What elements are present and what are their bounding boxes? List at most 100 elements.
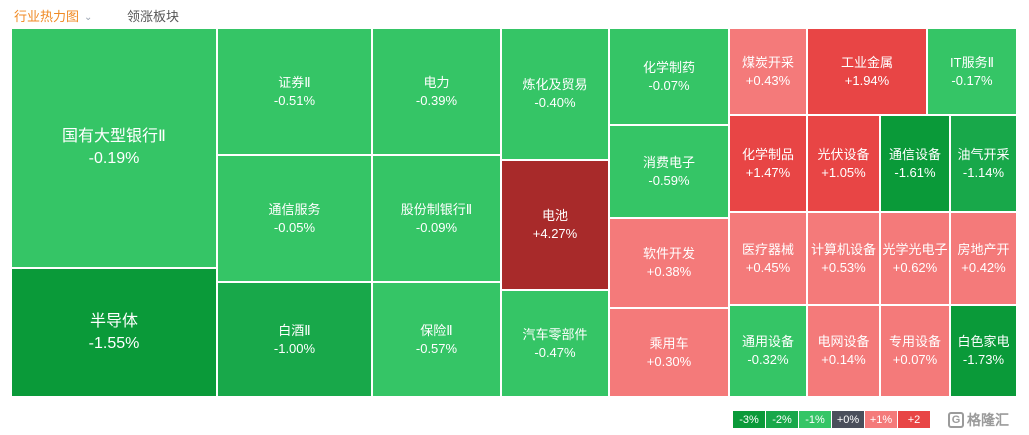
sector-tile[interactable]: 保险Ⅱ -0.57% (372, 282, 501, 397)
sector-name: 白色家电 (957, 334, 1010, 349)
chevron-down-icon[interactable]: ⌄ (84, 12, 93, 23)
legend-swatch: +0% (832, 411, 864, 428)
sector-tile[interactable]: 汽车零部件 -0.47% (501, 290, 609, 397)
sector-change: +1.05% (821, 164, 866, 180)
sector-name: IT服务Ⅱ (950, 54, 994, 70)
sector-change: -0.07% (648, 77, 690, 93)
sector-tile[interactable]: 房地产开 +0.42% (950, 212, 1017, 305)
sector-name: 消费电子 (642, 154, 695, 170)
sector-name: 股份制银行Ⅱ (400, 201, 473, 217)
sector-change: +0.14% (821, 352, 866, 367)
sector-change: -0.05% (273, 219, 316, 235)
logo-text: 格隆汇 (967, 412, 1009, 428)
legend-swatch: -1% (799, 411, 831, 428)
sector-change: -0.32% (747, 352, 789, 367)
sector-tile[interactable]: 消费电子 -0.59% (609, 125, 729, 218)
sector-tile[interactable]: 光伏设备 +1.05% (807, 115, 880, 212)
sector-tile[interactable]: 油气开采 -1.14% (950, 115, 1017, 212)
legend-swatch: -2% (766, 411, 798, 428)
sector-tile[interactable]: 白酒Ⅱ -1.00% (217, 282, 372, 397)
sector-change: -0.57% (415, 340, 458, 356)
sector-tile[interactable]: 化学制品 +1.47% (729, 115, 807, 212)
sector-change: -0.39% (415, 92, 458, 108)
sector-name: 电池 (541, 208, 568, 223)
tab-bar: 行业热力图 ⌄ 领涨板块 (0, 0, 1029, 28)
sector-change: -0.40% (534, 95, 576, 110)
sector-tile[interactable]: 炼化及贸易 -0.40% (501, 28, 609, 160)
sector-name: 专用设备 (888, 334, 941, 349)
sector-tile[interactable]: 国有大型银行Ⅱ -0.19% (11, 28, 217, 268)
sector-tile[interactable]: 证券Ⅱ -0.51% (217, 28, 372, 155)
sector-name: 化学制品 (741, 146, 794, 162)
sector-tile[interactable]: 工业金属 +1.94% (807, 28, 927, 115)
sector-tile[interactable]: IT服务Ⅱ -0.17% (927, 28, 1017, 115)
sector-name: 软件开发 (642, 246, 695, 261)
sector-change: +1.47% (745, 164, 791, 180)
sector-name: 油气开采 (957, 146, 1010, 162)
sector-change: +4.27% (532, 226, 578, 241)
sector-tile[interactable]: 煤炭开采 +0.43% (729, 28, 807, 115)
sector-name: 乘用车 (649, 335, 689, 351)
sector-change: -1.61% (894, 164, 936, 180)
sector-tile[interactable]: 电池 +4.27% (501, 160, 609, 290)
sector-tile[interactable]: 光学光电子 +0.62% (880, 212, 950, 305)
sector-change: -0.47% (534, 344, 576, 360)
sector-name: 化学制药 (642, 59, 695, 75)
sector-name: 光学光电子 (882, 241, 948, 257)
sector-tile[interactable]: 白色家电 -1.73% (950, 305, 1017, 397)
sector-name: 通用设备 (741, 334, 794, 349)
sector-change: +0.53% (821, 259, 866, 275)
sector-tile[interactable]: 半导体 -1.55% (11, 268, 217, 397)
sector-name: 炼化及贸易 (522, 77, 588, 92)
tab-leading-sectors-label: 领涨板块 (127, 9, 180, 24)
sector-name: 医疗器械 (741, 241, 794, 257)
sector-tile[interactable]: 电网设备 +0.14% (807, 305, 880, 397)
sector-name: 房地产开 (957, 241, 1010, 257)
sector-tile[interactable]: 化学制药 -0.07% (609, 28, 729, 125)
sector-name: 工业金属 (840, 54, 893, 70)
sector-change: +0.43% (745, 72, 791, 88)
sector-tile[interactable]: 通用设备 -0.32% (729, 305, 807, 397)
sector-tile[interactable]: 通信设备 -1.61% (880, 115, 950, 212)
sector-tile[interactable]: 医疗器械 +0.45% (729, 212, 807, 305)
sector-change: +1.94% (844, 72, 890, 88)
sector-tile[interactable]: 电力 -0.39% (372, 28, 501, 155)
sector-name: 计算机设备 (810, 241, 876, 257)
sector-change: -1.73% (962, 352, 1005, 367)
sector-tile[interactable]: 计算机设备 +0.53% (807, 212, 880, 305)
logo-mark-icon: G (948, 412, 964, 428)
sector-change: -0.17% (951, 72, 993, 88)
tab-leading-sectors[interactable]: 领涨板块 (127, 6, 179, 25)
sector-name: 半导体 (89, 312, 138, 330)
sector-change: +0.45% (745, 259, 791, 275)
sector-change: -1.00% (273, 340, 316, 356)
sector-change: -0.09% (415, 219, 458, 235)
gelonghui-logo: G 格隆汇 (948, 409, 1029, 431)
sector-change: +0.30% (646, 353, 692, 369)
sector-name: 电网设备 (817, 334, 870, 349)
sector-tile[interactable]: 软件开发 +0.38% (609, 218, 729, 308)
sector-name: 白酒Ⅱ (278, 322, 311, 338)
sector-name: 汽车零部件 (522, 326, 588, 342)
sector-change: +0.42% (961, 259, 1006, 275)
legend-swatch: +1% (865, 411, 897, 428)
color-legend: -3% -2% -1% +0% +1% +2 (733, 411, 931, 429)
sector-change: +0.07% (892, 352, 938, 367)
tab-industry-heatmap[interactable]: 行业热力图 ⌄ (14, 6, 92, 25)
sector-name: 通信服务 (268, 201, 321, 217)
sector-change: -1.14% (962, 164, 1005, 180)
sector-name: 国有大型银行Ⅱ (62, 128, 166, 145)
sector-change: -0.19% (88, 150, 140, 167)
sector-tile[interactable]: 专用设备 +0.07% (880, 305, 950, 397)
sector-name: 证券Ⅱ (278, 74, 311, 90)
legend-swatch: +2 (898, 411, 930, 428)
sector-name: 光伏设备 (817, 146, 870, 162)
legend-swatch: -3% (733, 411, 765, 428)
sector-tile[interactable]: 乘用车 +0.30% (609, 308, 729, 397)
sector-tile[interactable]: 股份制银行Ⅱ -0.09% (372, 155, 501, 282)
sector-change: -1.55% (88, 334, 140, 352)
sector-tile[interactable]: 通信服务 -0.05% (217, 155, 372, 282)
sector-name: 保险Ⅱ (420, 322, 453, 338)
sector-change: +0.38% (646, 264, 692, 279)
